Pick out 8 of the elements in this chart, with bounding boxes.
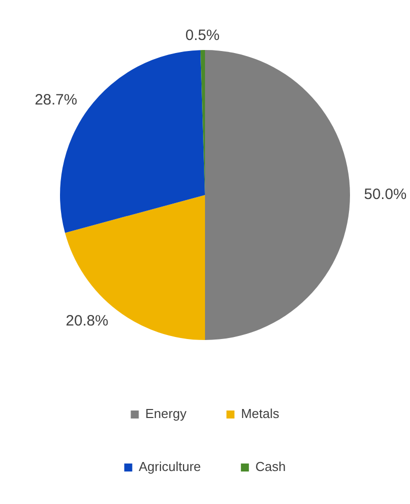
data-label: 20.8% — [66, 312, 108, 330]
legend-label: Cash — [255, 459, 286, 474]
data-label: 0.5% — [185, 27, 220, 44]
legend-label: Energy — [145, 406, 187, 422]
legend-label: Agriculture — [138, 459, 201, 474]
data-label: 28.7% — [34, 91, 78, 108]
data-label: 50.0% — [364, 186, 407, 204]
legend-label: Metals — [240, 406, 280, 422]
